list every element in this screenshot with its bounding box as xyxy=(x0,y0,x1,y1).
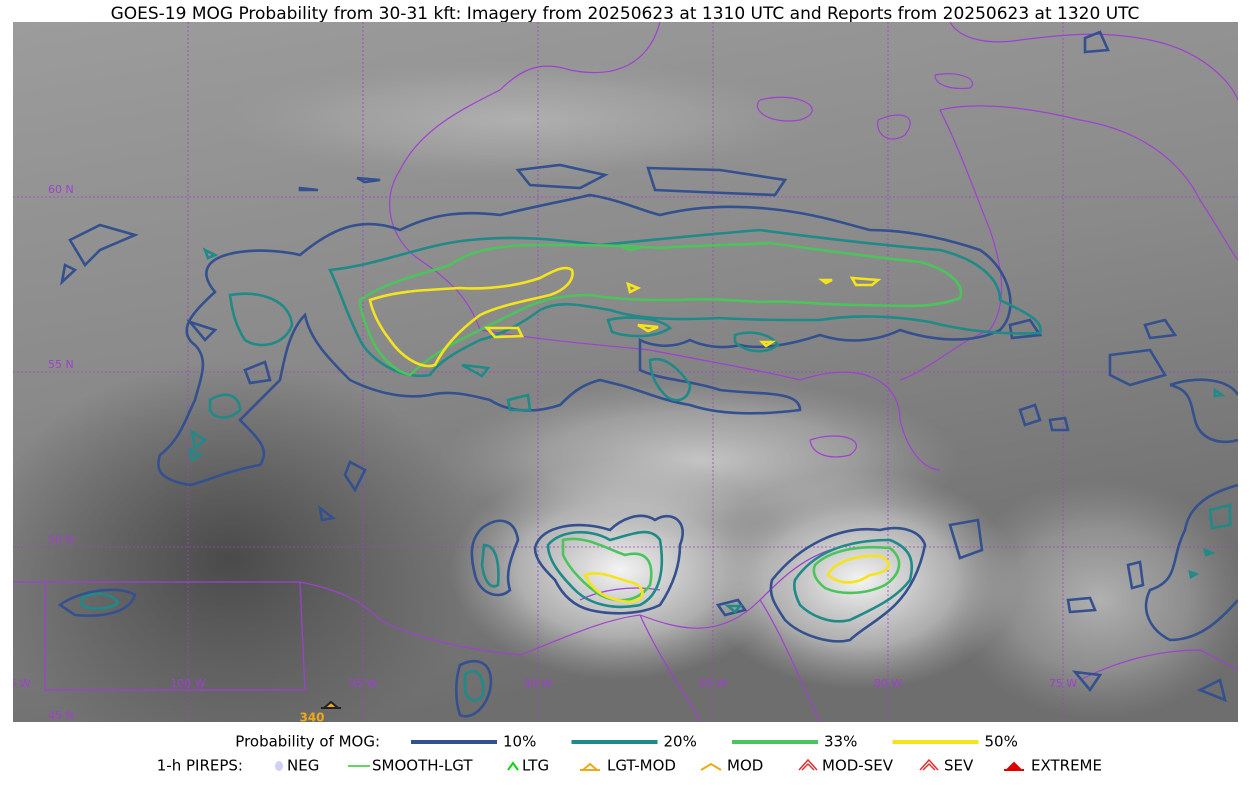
longitude-label: 90 W xyxy=(524,677,552,690)
latitude-label: 45 N xyxy=(48,709,74,722)
longitude-label: 105 W xyxy=(0,677,31,690)
legend-label: 10% xyxy=(503,733,536,751)
probability-contours xyxy=(57,30,1238,718)
legend-title: 1-h PIREPS: xyxy=(157,757,243,775)
legend-label: SMOOTH-LGT xyxy=(372,757,473,775)
longitude-label: 85 W xyxy=(699,677,727,690)
legend-title: Probability of MOG: xyxy=(235,733,380,751)
legend-label: LTG xyxy=(522,757,549,775)
pirep-report xyxy=(321,700,341,709)
latitude-label: 55 N xyxy=(48,358,74,371)
title: GOES-19 MOG Probability from 30-31 kft: … xyxy=(111,4,1140,24)
longitude-label: 95 W xyxy=(349,677,377,690)
longitude-label: 75 W xyxy=(1049,677,1077,690)
coastlines xyxy=(13,22,1238,722)
legend-label: MOD-SEV xyxy=(822,757,894,775)
legend-label: EXTREME xyxy=(1031,757,1102,775)
map-label-group: 60 N 55 N 50 N 45 N 105 W 100 W 95 W 90 W 85 W 80… xyxy=(0,183,1077,722)
pirep-symbols xyxy=(275,758,1024,771)
legend-label: 33% xyxy=(824,733,857,751)
legend-label: NEG xyxy=(287,757,319,775)
legend-label: 50% xyxy=(985,733,1018,751)
latitude-label: 50 N xyxy=(48,533,74,546)
map xyxy=(13,22,1238,722)
map-labels: 60 N 55 N 50 N 45 N 105 W 100 W 95 W 90 W 85 W 80… xyxy=(0,183,1077,725)
legend-label: MOD xyxy=(727,757,763,775)
longitude-label: 80 W xyxy=(874,677,902,690)
legend-label: 20% xyxy=(664,733,697,751)
legend: Probability of MOG: 10% 20% 33% 50% 1-h PIREP… xyxy=(157,733,1102,775)
report-label: 340 xyxy=(299,711,324,725)
legend-label: SEV xyxy=(944,757,974,775)
longitude-label: 100 W xyxy=(170,677,205,690)
latitude-label: 60 N xyxy=(48,183,74,196)
legend-label: LGT-MOD xyxy=(607,757,676,775)
